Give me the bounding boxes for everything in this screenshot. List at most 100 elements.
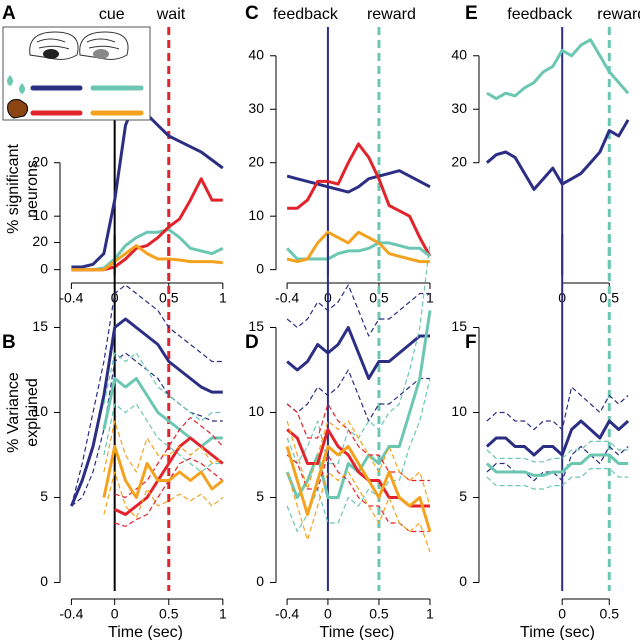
x-tick-label: 0	[558, 606, 566, 622]
confidence-bound	[103, 420, 224, 473]
series-line	[70, 317, 223, 507]
reference-label: feedback	[507, 6, 573, 23]
y-tick-label: 0	[459, 573, 467, 589]
confidence-bound	[486, 386, 629, 431]
y-tick-label: 10	[248, 403, 264, 419]
y-tick-label: 5	[40, 488, 48, 504]
brain-icon-detail	[86, 38, 120, 50]
y-tick-label: 20	[32, 153, 48, 169]
y-tick-label: 0	[256, 573, 264, 589]
y-tick-label: 15	[248, 318, 264, 334]
series-line	[286, 169, 431, 194]
x-tick-label: 0.5	[369, 606, 389, 622]
y-axis-label: % Variance	[5, 372, 22, 453]
x-tick-label: -0.4	[275, 290, 299, 306]
confidence-bound	[486, 468, 629, 490]
water-drop	[19, 83, 25, 94]
confidence-bound	[103, 352, 223, 422]
x-tick-label: 1	[426, 606, 434, 622]
series-line	[71, 177, 223, 272]
x-tick-label: 0.5	[369, 290, 389, 306]
brain-icon	[79, 31, 129, 60]
x-tick-label: 0.5	[600, 606, 620, 622]
series-line	[114, 436, 224, 516]
confidence-bound	[286, 284, 430, 337]
series-line	[485, 419, 630, 457]
y-axis-label: neurons	[24, 160, 41, 218]
series-line	[286, 428, 430, 508]
series-line	[485, 453, 629, 477]
series-line	[286, 326, 430, 380]
brain-icon-detail	[36, 38, 70, 50]
x-tick-label: 1	[219, 606, 227, 622]
panel-letter: C	[245, 3, 259, 24]
series-line	[485, 119, 630, 191]
y-tick-label: 10	[451, 403, 467, 419]
series-line	[486, 38, 630, 101]
confidence-bound	[70, 284, 223, 507]
x-tick-label: -0.4	[275, 606, 299, 622]
y-axis-label: % significant	[5, 144, 22, 234]
x-tick-label: 1	[426, 290, 434, 306]
legend	[2, 26, 151, 121]
y-tick-label: 15	[451, 318, 467, 334]
reference-label: cue	[99, 6, 125, 23]
y-tick-label: 0	[256, 260, 264, 276]
x-tick-label: -0.4	[59, 290, 83, 306]
y-tick-label: 40	[248, 46, 264, 62]
panel-letter: A	[2, 3, 16, 24]
reference-label: wait	[156, 6, 186, 23]
panel-f: F 0 5 10 15 0 0.5 Time (sec)	[451, 234, 630, 640]
series-line	[285, 445, 432, 532]
x-tick-label: 0	[111, 606, 119, 622]
confidence-bound	[71, 352, 223, 507]
x-tick-label: -0.4	[59, 606, 83, 622]
y-tick-label: 20	[451, 153, 467, 169]
confidence-bound	[286, 420, 431, 507]
brain-region	[93, 49, 109, 59]
hand-icon	[7, 99, 29, 119]
y-tick-label: 0	[40, 260, 48, 276]
confidence-bound	[103, 471, 224, 519]
y-tick-label: 40	[451, 46, 467, 62]
panel-letter: F	[465, 332, 477, 353]
reference-label: feedback	[273, 6, 339, 23]
y-tick-label: 20	[248, 153, 264, 169]
y-tick-label: 30	[248, 100, 264, 116]
series-line	[287, 142, 432, 258]
panel-letter: E	[465, 3, 478, 24]
panel-e: E20304000.5feedbackreward	[451, 3, 640, 306]
y-tick-label: 10	[248, 207, 264, 223]
y-tick-label: 10	[32, 207, 48, 223]
x-tick-label: 0.5	[159, 290, 179, 306]
y-axis-label: explained	[24, 378, 41, 447]
reference-label: reward	[367, 6, 416, 23]
series-line	[286, 230, 430, 264]
x-axis-label: Time (sec)	[108, 624, 183, 640]
x-tick-label: 0	[324, 606, 332, 622]
confidence-bound	[286, 369, 430, 422]
reference-label: reward	[597, 6, 640, 23]
x-tick-label: 0.5	[600, 290, 620, 306]
series-line	[102, 377, 223, 448]
y-tick-label: 0	[40, 573, 48, 589]
panel-letter: D	[245, 332, 259, 353]
series-line	[102, 445, 224, 499]
y-tick-label: 30	[451, 100, 467, 116]
y-tick-label: 5	[256, 488, 264, 504]
confidence-bound	[103, 403, 223, 473]
x-axis-label: Time (sec)	[520, 624, 595, 640]
confidence-bound	[486, 445, 629, 482]
water-drop	[7, 75, 13, 86]
x-tick-label: 1	[219, 290, 227, 306]
brain-region	[43, 49, 59, 59]
y-tick-label: 20	[32, 233, 48, 249]
confidence-bound	[486, 440, 629, 463]
x-axis-label: Time (sec)	[320, 624, 395, 640]
brain-icon	[29, 31, 79, 60]
